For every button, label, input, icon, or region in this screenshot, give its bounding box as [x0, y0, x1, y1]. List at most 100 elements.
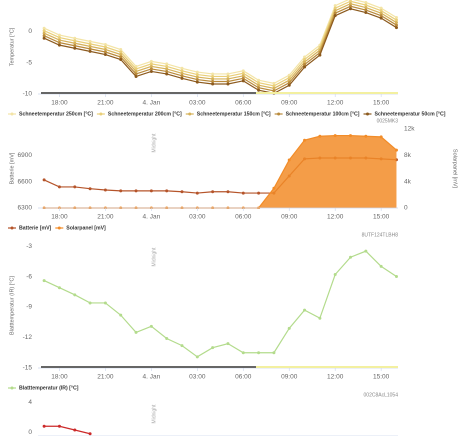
data-point — [379, 16, 383, 20]
x-tick-label: 06:00 — [235, 214, 252, 221]
data-point — [272, 89, 276, 93]
data-point — [272, 351, 276, 355]
y-tick-label: -12 — [23, 334, 33, 341]
annotation: Midnight — [152, 247, 158, 267]
data-point — [134, 189, 138, 193]
data-point — [195, 80, 199, 84]
data-point — [349, 7, 353, 11]
data-point — [211, 77, 215, 81]
data-point — [272, 186, 276, 190]
data-point — [364, 1, 368, 5]
plot-area — [42, 424, 92, 436]
data-point — [226, 79, 230, 83]
data-point — [226, 72, 230, 76]
data-point — [364, 134, 368, 138]
data-point — [394, 275, 398, 279]
legend-label: Batterie [mV] — [19, 225, 52, 231]
data-point — [134, 67, 138, 71]
y-tick-label: -3 — [26, 243, 32, 250]
series-line — [43, 250, 397, 358]
x-tick-label: 18:00 — [51, 100, 68, 107]
data-point — [333, 11, 337, 15]
data-point — [257, 191, 261, 195]
data-point — [73, 41, 77, 45]
data-point — [257, 86, 261, 90]
data-point — [57, 38, 61, 42]
data-point — [303, 58, 307, 62]
data-point — [333, 9, 337, 13]
data-point — [272, 86, 276, 90]
y2-tick-label: 12k — [404, 126, 415, 133]
data-point — [88, 49, 92, 53]
data-point — [226, 82, 230, 86]
data-point — [379, 9, 383, 13]
data-point — [180, 69, 184, 73]
y2-tick-label: 8k — [404, 152, 412, 159]
data-point — [364, 8, 368, 12]
data-point — [103, 48, 107, 52]
data-point — [73, 185, 77, 189]
data-point — [241, 351, 245, 355]
x-tick-label: 03:00 — [189, 374, 206, 381]
data-point — [57, 286, 61, 290]
data-point — [303, 55, 307, 59]
data-point — [303, 138, 307, 142]
data-point — [241, 71, 245, 75]
legend-label: Blatttemperatur (IR) [°C] — [19, 385, 79, 391]
data-point — [180, 190, 184, 194]
data-point — [119, 50, 123, 54]
data-point — [349, 134, 353, 138]
data-point — [303, 60, 307, 64]
data-point — [134, 74, 138, 78]
x-tick-label: 18:00 — [51, 214, 68, 221]
legend-symbol-dot — [366, 112, 369, 116]
data-point — [272, 84, 276, 88]
data-point — [103, 188, 107, 192]
data-point — [318, 134, 322, 138]
series-line — [43, 0, 397, 87]
data-point — [257, 81, 261, 85]
legend-label: Schneetemperatur 150cm [°C] — [197, 111, 271, 117]
data-point — [349, 0, 353, 3]
x-tick-label: 09:00 — [281, 374, 298, 381]
data-point — [318, 53, 322, 57]
data-point — [241, 69, 245, 73]
legend-label: Schneetemperatur 200cm [°C] — [108, 111, 182, 117]
data-point — [195, 73, 199, 77]
data-point — [103, 50, 107, 54]
device-id: 0025MK3 — [377, 118, 399, 124]
area — [44, 135, 397, 208]
plot-area — [42, 249, 398, 359]
data-point — [211, 82, 215, 86]
data-point — [394, 26, 398, 30]
series-line — [43, 8, 397, 95]
x-tick-label: 15:00 — [373, 100, 390, 107]
data-point — [42, 29, 46, 33]
data-point — [88, 301, 92, 305]
data-point — [73, 36, 77, 40]
data-point — [119, 55, 123, 59]
data-point — [287, 326, 291, 330]
data-point — [349, 2, 353, 6]
data-point — [211, 79, 215, 83]
data-point — [303, 63, 307, 67]
data-point — [119, 313, 123, 317]
data-point — [119, 189, 123, 193]
data-point — [103, 45, 107, 49]
data-point — [103, 301, 107, 305]
data-point — [257, 88, 261, 92]
legend-symbol-dot — [188, 112, 192, 116]
x-tick-label: 09:00 — [281, 214, 298, 221]
data-point — [149, 189, 153, 193]
data-point — [134, 64, 138, 68]
data-point — [195, 75, 199, 79]
data-point — [226, 77, 230, 81]
legend-symbol-dot — [57, 226, 61, 230]
legend-label: Schneetemperatur 100cm [°C] — [286, 111, 360, 117]
series-line — [43, 3, 397, 89]
data-point — [318, 316, 322, 320]
data-point — [149, 69, 153, 73]
series-line — [43, 5, 397, 92]
data-point — [165, 72, 169, 76]
